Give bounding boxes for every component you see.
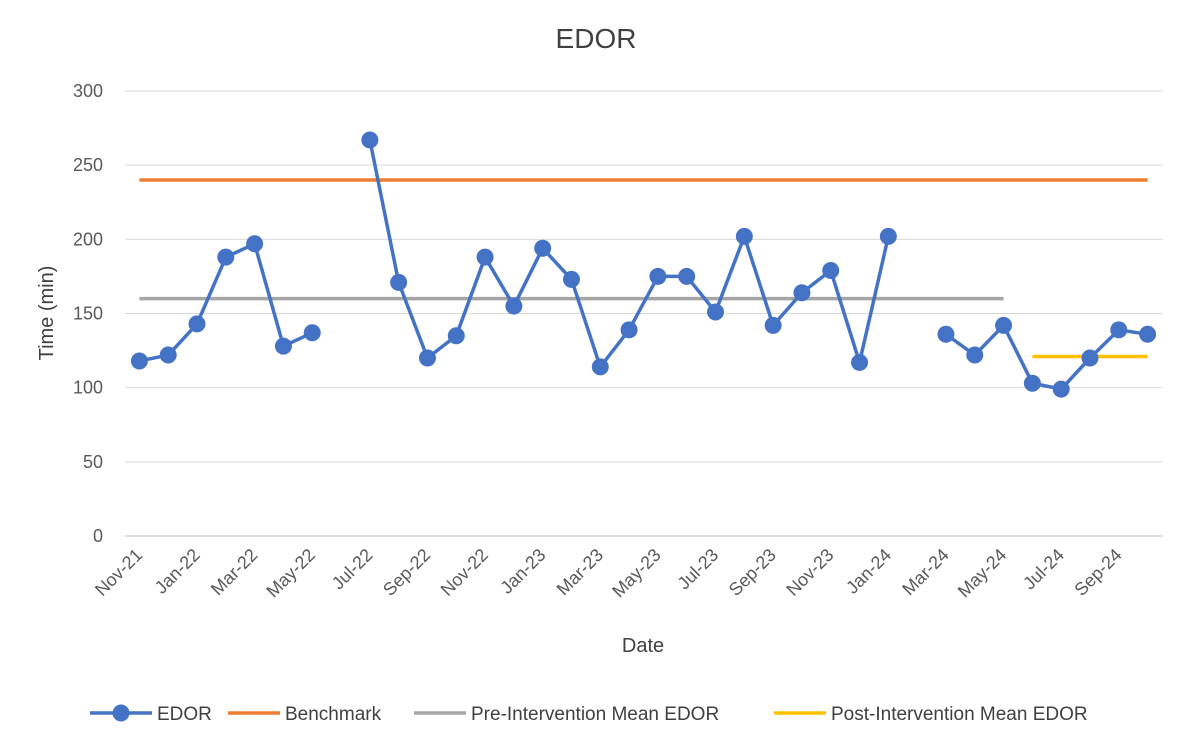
- y-tick-label: 300: [73, 81, 103, 101]
- edor-point-Mar-24: [937, 325, 955, 343]
- edor-point-Oct-24: [1139, 325, 1157, 343]
- edor-point-Feb-22: [217, 248, 235, 266]
- edor-point-Jan-23: [534, 239, 552, 257]
- edor-point-Nov-23: [822, 261, 840, 279]
- x-tick-label: Jul-23: [674, 545, 723, 594]
- x-tick-label: Sep-23: [725, 545, 780, 600]
- x-tick-label: Mar-23: [553, 545, 607, 599]
- edor-point-Mar-23: [591, 358, 609, 376]
- legend-marker-edor: [112, 704, 130, 722]
- x-tick-label: May-23: [608, 545, 665, 602]
- edor-point-Mar-22: [246, 235, 264, 253]
- legend-label-edor: EDOR: [157, 704, 212, 725]
- edor-point-Jul-23: [707, 303, 725, 321]
- edor-point-Sep-23: [764, 316, 782, 334]
- edor-point-May-24: [995, 316, 1013, 334]
- y-axis-ticks: 0 50 100 150 200 250 300: [73, 81, 103, 546]
- x-tick-label: Nov-22: [437, 545, 492, 600]
- series-lines: [139, 139, 1148, 391]
- edor-point-Aug-23: [735, 227, 753, 245]
- legend-label-post-intervention-mean-edor: Post-Intervention Mean EDOR: [831, 704, 1088, 725]
- x-tick-label: Sep-22: [379, 545, 434, 600]
- edor-point-Dec-21: [159, 346, 177, 364]
- x-axis-ticks: Nov-21 Jan-22 Mar-22 May-22 Jul-22 Sep-22 Nov-…: [91, 545, 1126, 602]
- edor-point-Aug-22: [390, 273, 408, 291]
- x-axis-title: Date: [622, 635, 664, 657]
- edor-point-Oct-23: [793, 284, 811, 302]
- edor-point-Aug-24: [1081, 349, 1099, 367]
- edor-point-Nov-21: [130, 352, 148, 370]
- x-tick-label: Mar-24: [898, 545, 952, 599]
- edor-point-Jan-24: [879, 227, 897, 245]
- edor-point-Jul-22: [361, 131, 379, 149]
- y-tick-label: 100: [73, 378, 103, 398]
- x-tick-label: Jul-22: [328, 545, 377, 594]
- edor-point-Apr-24: [966, 346, 984, 364]
- edor-point-Sep-24: [1110, 321, 1128, 339]
- edor-point-Feb-23: [562, 270, 580, 288]
- edor-point-Jun-24: [1023, 374, 1041, 392]
- edor-point-Jul-24: [1052, 380, 1070, 398]
- y-tick-label: 250: [73, 155, 103, 175]
- edor-point-Jun-23: [678, 267, 696, 285]
- edor-point-May-22: [303, 324, 321, 342]
- x-tick-label: Jan-24: [842, 545, 895, 598]
- x-tick-label: Jul-24: [1019, 545, 1068, 594]
- edor-point-Dec-23: [851, 353, 869, 371]
- gridlines: [125, 90, 1162, 537]
- edor-point-Jan-22: [188, 315, 206, 333]
- legend-label-benchmark: Benchmark: [285, 704, 382, 725]
- legend: EDOR Benchmark Pre-Intervention Mean EDOR P…: [90, 704, 1088, 725]
- x-tick-label: Sep-24: [1070, 545, 1125, 600]
- y-tick-label: 50: [83, 452, 103, 472]
- series-markers: [130, 131, 1157, 398]
- y-axis-title: Time (min): [36, 266, 58, 361]
- y-tick-label: 200: [73, 229, 103, 249]
- edor-point-Dec-22: [505, 297, 523, 315]
- edor-point-Oct-22: [447, 327, 465, 345]
- x-tick-label: Jan-23: [496, 545, 549, 598]
- chart-title: EDOR: [556, 23, 637, 54]
- x-tick-label: Mar-22: [207, 545, 261, 599]
- edor-point-May-23: [649, 267, 667, 285]
- edor-point-Apr-23: [620, 321, 638, 339]
- y-tick-label: 150: [73, 304, 103, 324]
- x-tick-label: Jan-22: [151, 545, 204, 598]
- edor-point-Nov-22: [476, 248, 494, 266]
- x-tick-label: Nov-21: [91, 545, 146, 600]
- x-tick-label: May-22: [262, 545, 319, 602]
- x-tick-label: Nov-23: [782, 545, 837, 600]
- x-tick-label: May-24: [954, 545, 1011, 602]
- y-tick-label: 0: [93, 526, 103, 546]
- edor-point-Sep-22: [418, 349, 436, 367]
- legend-label-pre-intervention-mean-edor: Pre-Intervention Mean EDOR: [471, 704, 719, 725]
- edor-point-Apr-22: [274, 337, 292, 355]
